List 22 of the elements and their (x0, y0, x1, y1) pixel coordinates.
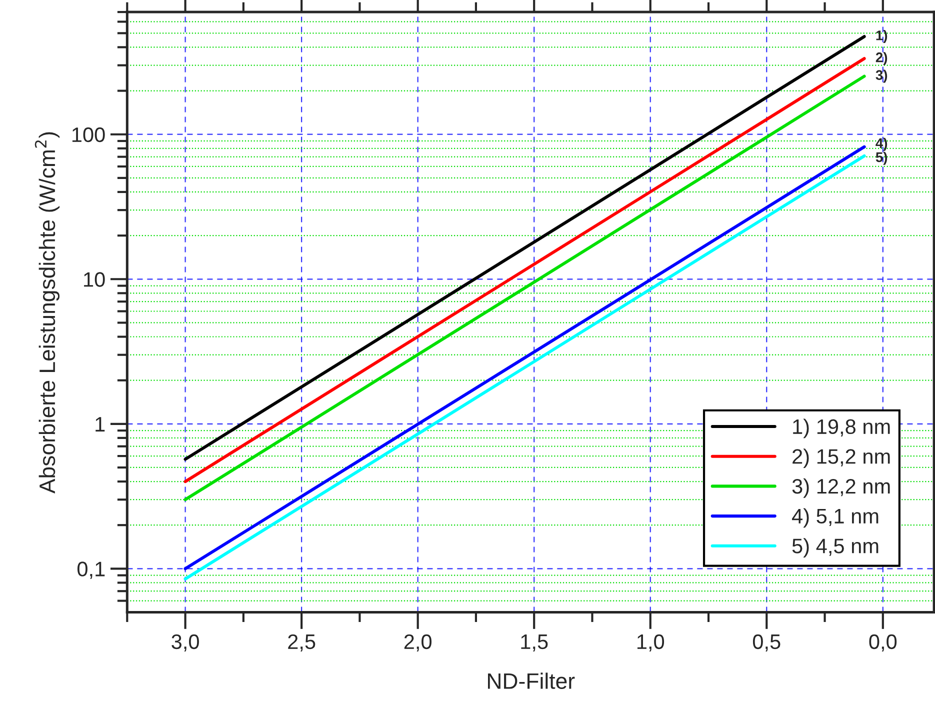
x-tick-label: 2,0 (404, 634, 432, 652)
x-tick-label: 0,0 (869, 634, 897, 652)
x-tick-label: 2,5 (288, 634, 316, 652)
annotation: 2) (876, 52, 888, 66)
x-tick-label: 0,5 (752, 634, 780, 652)
legend-label: 2) 15,2 nm (792, 448, 890, 468)
legend-label: 3) 12,2 nm (792, 478, 890, 498)
x-tick-label: 1,5 (521, 634, 548, 652)
y-tick-label: 10 (84, 272, 105, 287)
annotation: 4) (876, 138, 888, 151)
legend-label: 1) 19,8 nm (793, 418, 890, 438)
x-tick-label: 1,0 (637, 634, 664, 652)
x-axis-title: ND-Filter (488, 672, 575, 689)
annotation: 1) (876, 30, 888, 44)
y-tick-label: 1 (96, 417, 105, 432)
y-tick-label: 100 (72, 127, 105, 142)
x-tick-label: 3,0 (172, 634, 199, 652)
legend-label: 5) 4,5 nm (792, 538, 878, 558)
y-axis-title: Absorbierte Leistungsdichte (W/cm$^{2}$) (34, 132, 60, 494)
annotation: 3) (876, 70, 888, 83)
legend-label: 4) 5,1 nm (792, 508, 878, 528)
y-tick-label: 0,1 (77, 562, 105, 579)
